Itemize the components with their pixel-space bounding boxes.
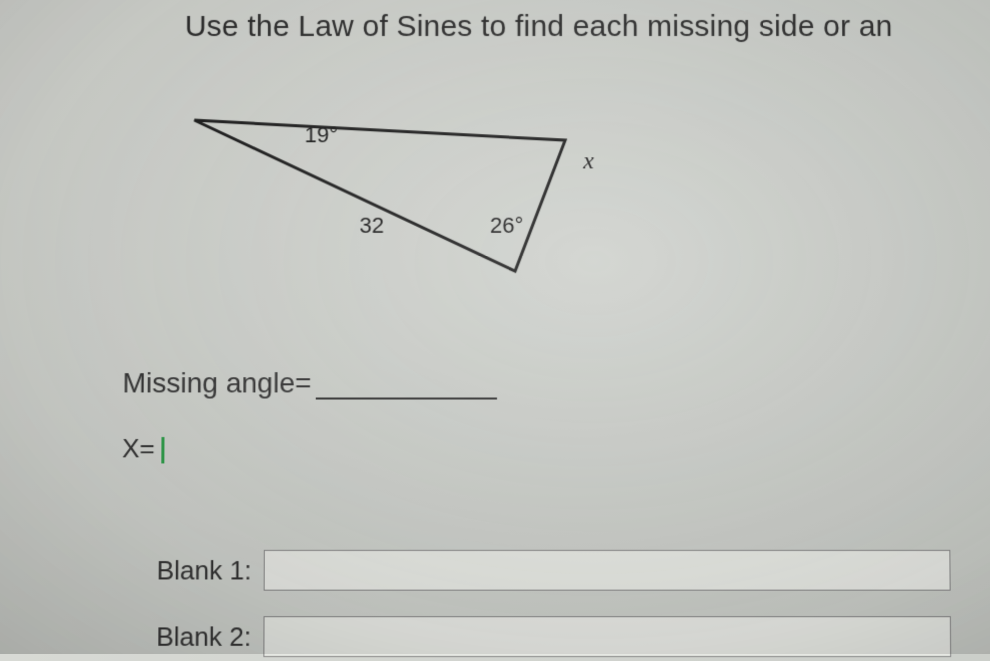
triangle-shape (194, 120, 566, 271)
angle-bottom-label: 26° (490, 213, 523, 239)
text-cursor (161, 437, 164, 463)
missing-angle-label: Missing angle= (122, 367, 311, 398)
side-left-label: 32 (359, 213, 384, 239)
missing-angle-prompt: Missing angle= (122, 367, 496, 399)
triangle-figure: 19° 32 26° x (173, 90, 696, 301)
side-right-label: x (583, 148, 594, 175)
blank-1-input[interactable] (264, 550, 951, 591)
angle-top-left-label: 19° (305, 122, 338, 148)
blank-2-input[interactable] (263, 616, 951, 657)
x-equals-prompt: X= (122, 433, 164, 464)
question-text: Use the Law of Sines to find each missin… (185, 10, 893, 44)
x-label: X= (122, 433, 155, 463)
blank-1-row: Blank 1: (157, 550, 951, 591)
missing-angle-underline (315, 368, 496, 399)
triangle-svg (173, 90, 696, 301)
blank-2-row: Blank 2: (156, 616, 951, 657)
blank-1-label: Blank 1: (157, 554, 252, 586)
blank-2-label: Blank 2: (156, 621, 251, 653)
